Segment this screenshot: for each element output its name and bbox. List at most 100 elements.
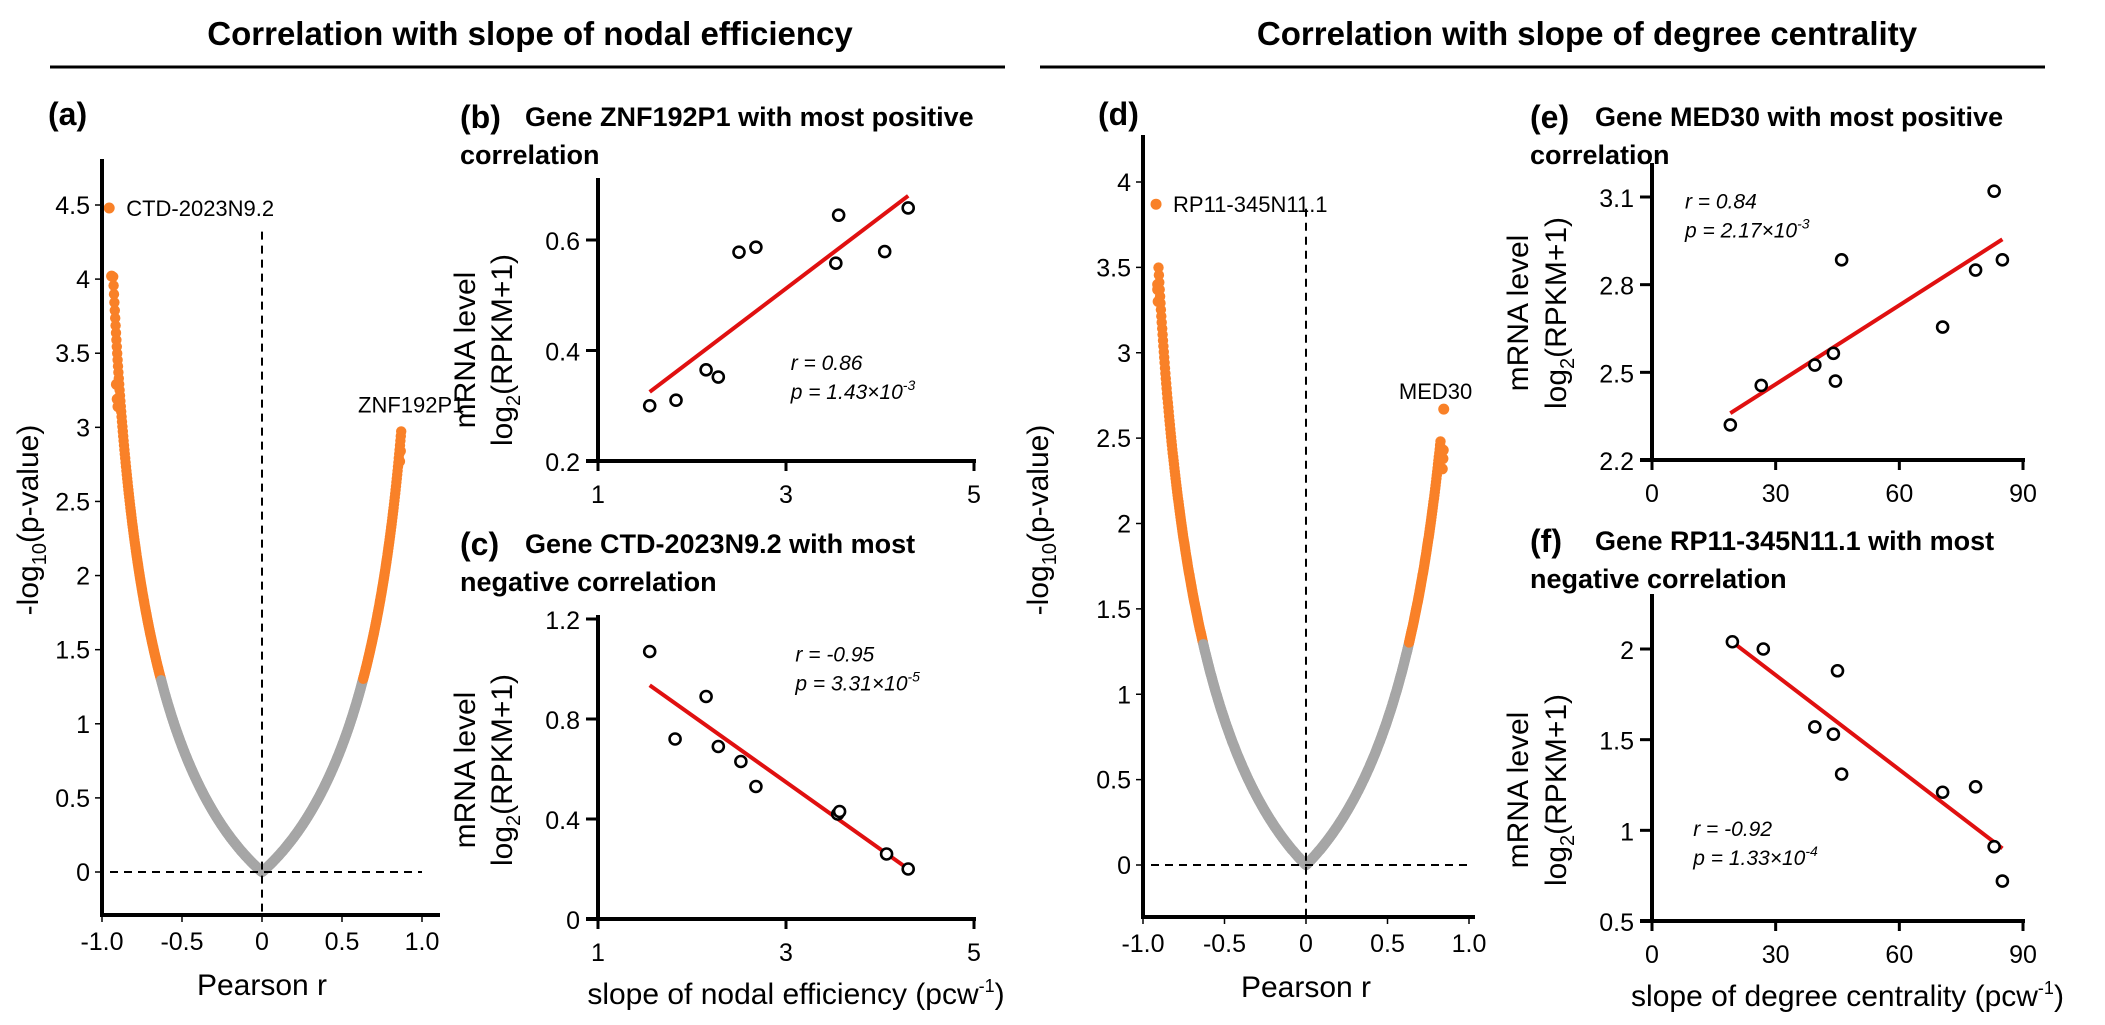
stat-p-base: p = 1.43×10 (790, 381, 903, 404)
panel-label: (f) (1530, 523, 1562, 559)
data-point (1987, 839, 2001, 854)
stat-p-exponent: -3 (903, 377, 916, 393)
y-tick-label: 2 (1117, 511, 1131, 539)
y-tick-label: 1.5 (55, 637, 90, 665)
data-point (901, 201, 916, 215)
highlight-gene-point (394, 455, 406, 467)
data-point (877, 244, 892, 259)
y-tick-label: 2.5 (1096, 425, 1131, 453)
highlight-gene-point (1438, 403, 1450, 415)
highlight-gene-point (1150, 198, 1162, 210)
y-axis-label-part: (RPKM+1) (1540, 217, 1573, 358)
stat-p: p = 1.43×10-3 (790, 377, 916, 404)
y-axis-label-part: log (1540, 369, 1573, 409)
highlight-gene-point (394, 445, 406, 457)
x-tick-label: 0 (1299, 930, 1313, 958)
data-point (901, 862, 916, 876)
data-point (1756, 642, 1771, 656)
panel-title-line1: Gene CTD-2023N9.2 with most (525, 529, 915, 559)
regression-line (1729, 237, 2004, 415)
y-tick-label: 3 (76, 414, 90, 442)
y-tick-label: 0 (1117, 852, 1131, 880)
stat-p-base: p = 1.33×10 (1692, 847, 1805, 870)
regression-line (648, 194, 910, 394)
y-axis-label: mRNA level (449, 272, 482, 429)
y-tick-label: 3.5 (1096, 254, 1131, 282)
x-tick-label: 3 (779, 481, 793, 509)
stat-p-exponent: -3 (1797, 216, 1810, 232)
x-tick-label: 0.5 (325, 928, 360, 956)
y-axis-label: mRNA level (1502, 235, 1535, 392)
x-axis-label-part: slope of nodal efficiency (pcw (587, 978, 979, 1011)
y-tick-label: 1.2 (545, 607, 580, 635)
data-point (1754, 378, 1769, 393)
gene-label: MED30 (1399, 379, 1472, 404)
data-point (711, 370, 726, 384)
y-axis-label-subscript: 2 (503, 815, 525, 826)
y-axis-label-part: log (1540, 846, 1573, 886)
highlight-gene-point (106, 270, 118, 282)
y-axis-label-2: log2(RPKM+1) (486, 254, 525, 446)
y-tick-label: 1 (1117, 681, 1131, 709)
data-point (1995, 874, 2010, 888)
y-tick-label: 2.5 (55, 488, 90, 516)
x-tick-label: 0 (1645, 941, 1659, 969)
y-tick-label: 1.5 (1599, 728, 1634, 756)
y-axis-label-subscript: 2 (1557, 358, 1579, 369)
data-point (1826, 727, 1841, 742)
stat-p: p = 3.31×10-5 (794, 669, 920, 696)
x-axis-label-superscript: -1 (2038, 978, 2054, 998)
panel-title-line2: negative correlation (460, 567, 717, 597)
data-point (1987, 184, 2001, 198)
data-point (1935, 785, 1950, 800)
y-tick-label: 2 (1620, 637, 1634, 665)
regression-line (1733, 641, 2004, 851)
data-point (832, 804, 847, 819)
x-axis-label-superscript: -1 (979, 976, 995, 996)
x-tick-label: 1.0 (405, 928, 440, 956)
panel-title-line2: correlation (460, 140, 600, 170)
panel-title-line1: Gene MED30 with most positive (1595, 102, 2003, 132)
y-axis-label-subscript: 10 (29, 543, 51, 565)
y-tick-label: 2 (76, 563, 90, 591)
x-tick-label: -0.5 (160, 928, 203, 956)
x-axis-label: slope of nodal efficiency (pcw-1) (587, 976, 1004, 1011)
x-tick-label: -1.0 (1121, 930, 1164, 958)
panel-label: (b) (460, 99, 501, 135)
data-point (732, 245, 746, 259)
x-tick-label: -1.0 (80, 928, 123, 956)
significant-gene-point (109, 305, 121, 316)
y-axis-label-part: (RPKM+1) (486, 254, 519, 395)
data-point (1808, 720, 1822, 734)
data-point (1826, 346, 1841, 361)
y-tick-label: 0.8 (545, 707, 580, 735)
data-point (1968, 780, 1983, 794)
x-tick-label: 3 (779, 939, 793, 967)
stat-r: r = 0.84 (1685, 191, 1757, 214)
y-tick-label: 2.5 (1599, 360, 1634, 388)
y-axis-label-part: -log (1022, 565, 1055, 615)
significant-gene-point (1153, 262, 1164, 273)
significant-gene-point (108, 280, 119, 291)
panel-label: (d) (1098, 96, 1139, 132)
y-tick-label: 0.2 (545, 449, 580, 477)
stat-p: p = 1.33×10-4 (1692, 843, 1818, 870)
x-tick-label: 1.0 (1452, 930, 1487, 958)
stat-p: p = 2.17×10-3 (1684, 216, 1810, 243)
data-point (1725, 634, 1740, 649)
panel-label: (e) (1530, 99, 1569, 135)
y-axis-label: mRNA level (1502, 712, 1535, 869)
data-point (1828, 374, 1843, 388)
x-tick-label: 1 (591, 939, 605, 967)
header-nodal-efficiency: Correlation with slope of nodal efficien… (207, 15, 853, 52)
y-axis-label-part: (p-value) (1022, 425, 1055, 543)
highlight-gene-point (1152, 296, 1164, 308)
x-axis-label: Pearson r (1241, 971, 1371, 1004)
data-point (642, 398, 657, 413)
y-axis-label-subscript: 2 (1557, 835, 1579, 846)
x-axis-label: slope of degree centrality (pcw-1) (1631, 978, 2064, 1013)
x-axis-label-part: ) (2054, 980, 2064, 1013)
x-axis-label: Pearson r (197, 969, 327, 1002)
panel-title-line1: Gene ZNF192P1 with most positive (525, 102, 974, 132)
x-tick-label: 30 (1762, 941, 1790, 969)
